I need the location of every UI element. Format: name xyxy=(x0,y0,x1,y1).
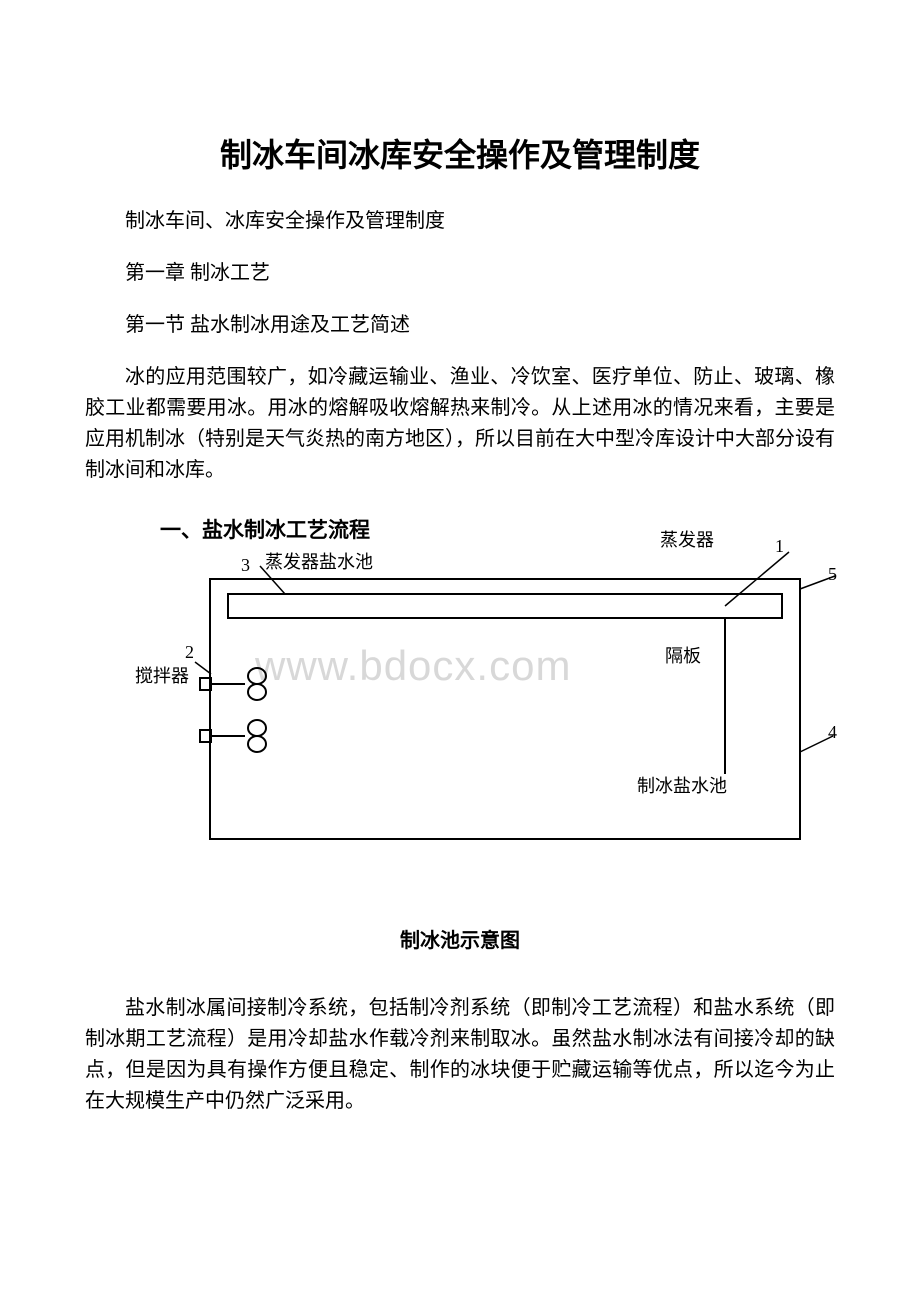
stirrer2-coil-bottom xyxy=(248,736,266,752)
paragraph-2: 盐水制冰属间接制冷系统，包括制冷剂系统（即制冷工艺流程）和盐水系统（即制冰期工艺… xyxy=(85,993,835,1117)
chapter-heading: 第一章 制冰工艺 xyxy=(85,258,835,288)
label-n2: 2 xyxy=(185,642,194,663)
section-heading: 第一节 盐水制冰用途及工艺简述 xyxy=(85,310,835,340)
subtitle: 制冰车间、冰库安全操作及管理制度 xyxy=(85,206,835,236)
label-partition: 隔板 xyxy=(665,642,701,668)
label-evaporator-pool: 蒸发器盐水池 xyxy=(265,548,373,574)
label-n3: 3 xyxy=(241,555,250,576)
paragraph-1: 冰的应用范围较广，如冷藏运输业、渔业、冷饮室、医疗单位、防止、玻璃、橡胶工业都需… xyxy=(85,362,835,486)
label-n5: 5 xyxy=(828,564,837,585)
label-n1: 1 xyxy=(775,536,784,557)
page-title: 制冰车间冰库安全操作及管理制度 xyxy=(85,130,835,176)
diagram-svg xyxy=(85,514,845,874)
diagram-container: 一、盐水制冰工艺流程 www.bdocx.com 蒸发器 1 蒸发器盐水池 3 … xyxy=(85,514,835,894)
label-stirrer: 搅拌器 xyxy=(135,662,189,688)
label-n4: 4 xyxy=(828,722,837,743)
diagram-caption: 制冰池示意图 xyxy=(85,924,835,953)
evaporator-bar xyxy=(228,594,782,618)
leader-2 xyxy=(195,662,211,674)
stirrer1-coil-bottom xyxy=(248,684,266,700)
stirrer2-coil-top xyxy=(248,720,266,736)
label-ice-pool: 制冰盐水池 xyxy=(637,772,727,798)
label-evaporator: 蒸发器 xyxy=(660,526,714,552)
stirrer1-coil-top xyxy=(248,668,266,684)
